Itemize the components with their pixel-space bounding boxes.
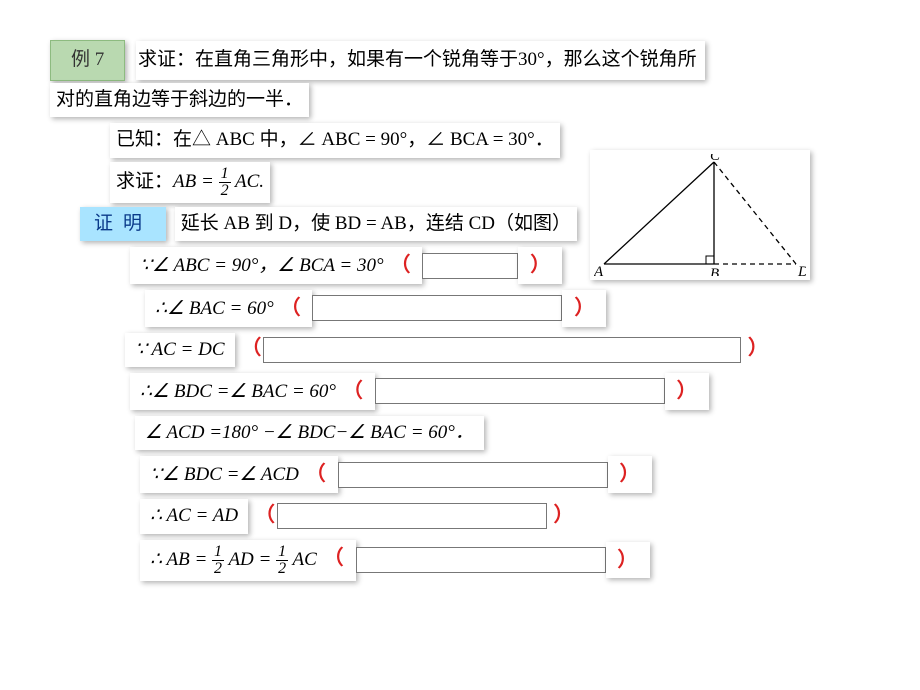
step-5: ∠ ACD =180° −∠ BDC−∠ BAC = 60°．	[135, 416, 870, 451]
toprove-text: 求证：AB = 12 AC.	[110, 162, 270, 203]
step-5-text: ∠ ACD =180° −∠ BDC−∠ BAC = 60°．	[135, 416, 484, 451]
toprove-math-r: AC.	[231, 171, 264, 192]
step-2-blank[interactable]	[312, 295, 562, 321]
step-8-text: ∴ AB = 12 AD = 12 AC （	[140, 540, 356, 581]
step-3: ∵ AC = DC （ ）	[125, 333, 870, 368]
example-label: 例 7	[50, 40, 125, 81]
step-7: ∴ AC = AD （ ）	[140, 499, 870, 534]
paren-close: ）	[530, 254, 550, 276]
svg-text:A: A	[594, 264, 604, 276]
statement-part1: 求证：在直角三角形中，如果有一个锐角等于30°，那么这个锐角所	[136, 41, 705, 80]
step-7-blank[interactable]	[277, 503, 547, 529]
step-2-text: ∴∠ BAC = 60° （	[145, 290, 312, 327]
step-8-blank[interactable]	[356, 547, 606, 573]
triangle-svg: A B C D	[594, 154, 806, 276]
paren-close-box: ）	[518, 247, 562, 284]
statement-part2: 对的直角边等于斜边的一半．	[50, 83, 309, 118]
statement-line-2: 对的直角边等于斜边的一半．	[50, 83, 870, 118]
step-1-text: ∵∠ ABC = 90°，∠ BCA = 30° （	[130, 247, 422, 284]
step-2: ∴∠ BAC = 60° （）	[145, 290, 870, 327]
step-3-blank[interactable]	[263, 337, 741, 363]
step-6-blank[interactable]	[338, 462, 608, 488]
toprove-math-l: AB =	[173, 171, 219, 192]
toprove-prefix: 求证：	[116, 171, 173, 192]
proof-label: 证明	[80, 207, 166, 242]
triangle-diagram: A B C D	[590, 150, 810, 280]
step-4: ∴∠ BDC =∠ BAC = 60° （）	[130, 373, 870, 410]
svg-text:B: B	[710, 266, 719, 276]
step-3-text: ∵ AC = DC	[125, 333, 235, 368]
toprove-frac: 12	[219, 166, 231, 199]
step-1-blank[interactable]	[422, 253, 518, 279]
paren-open: （	[390, 254, 410, 276]
statement-line-1: 例 7 求证：在直角三角形中，如果有一个锐角等于30°，那么这个锐角所	[50, 40, 870, 81]
step-8: ∴ AB = 12 AD = 12 AC （）	[140, 540, 870, 581]
svg-text:D: D	[797, 264, 806, 276]
step-6-text: ∵∠ BDC =∠ ACD （	[140, 456, 338, 493]
known-text: 已知：在△ ABC 中，∠ ABC = 90°，∠ BCA = 30°．	[110, 123, 560, 158]
step-7-text: ∴ AC = AD	[140, 499, 248, 534]
proof-extension: 延长 AB 到 D，使 BD = AB，连结 CD（如图）	[175, 207, 577, 242]
svg-text:C: C	[710, 154, 721, 164]
step-4-text: ∴∠ BDC =∠ BAC = 60° （	[130, 373, 375, 410]
step-6: ∵∠ BDC =∠ ACD （）	[140, 456, 870, 493]
step-4-blank[interactable]	[375, 378, 665, 404]
